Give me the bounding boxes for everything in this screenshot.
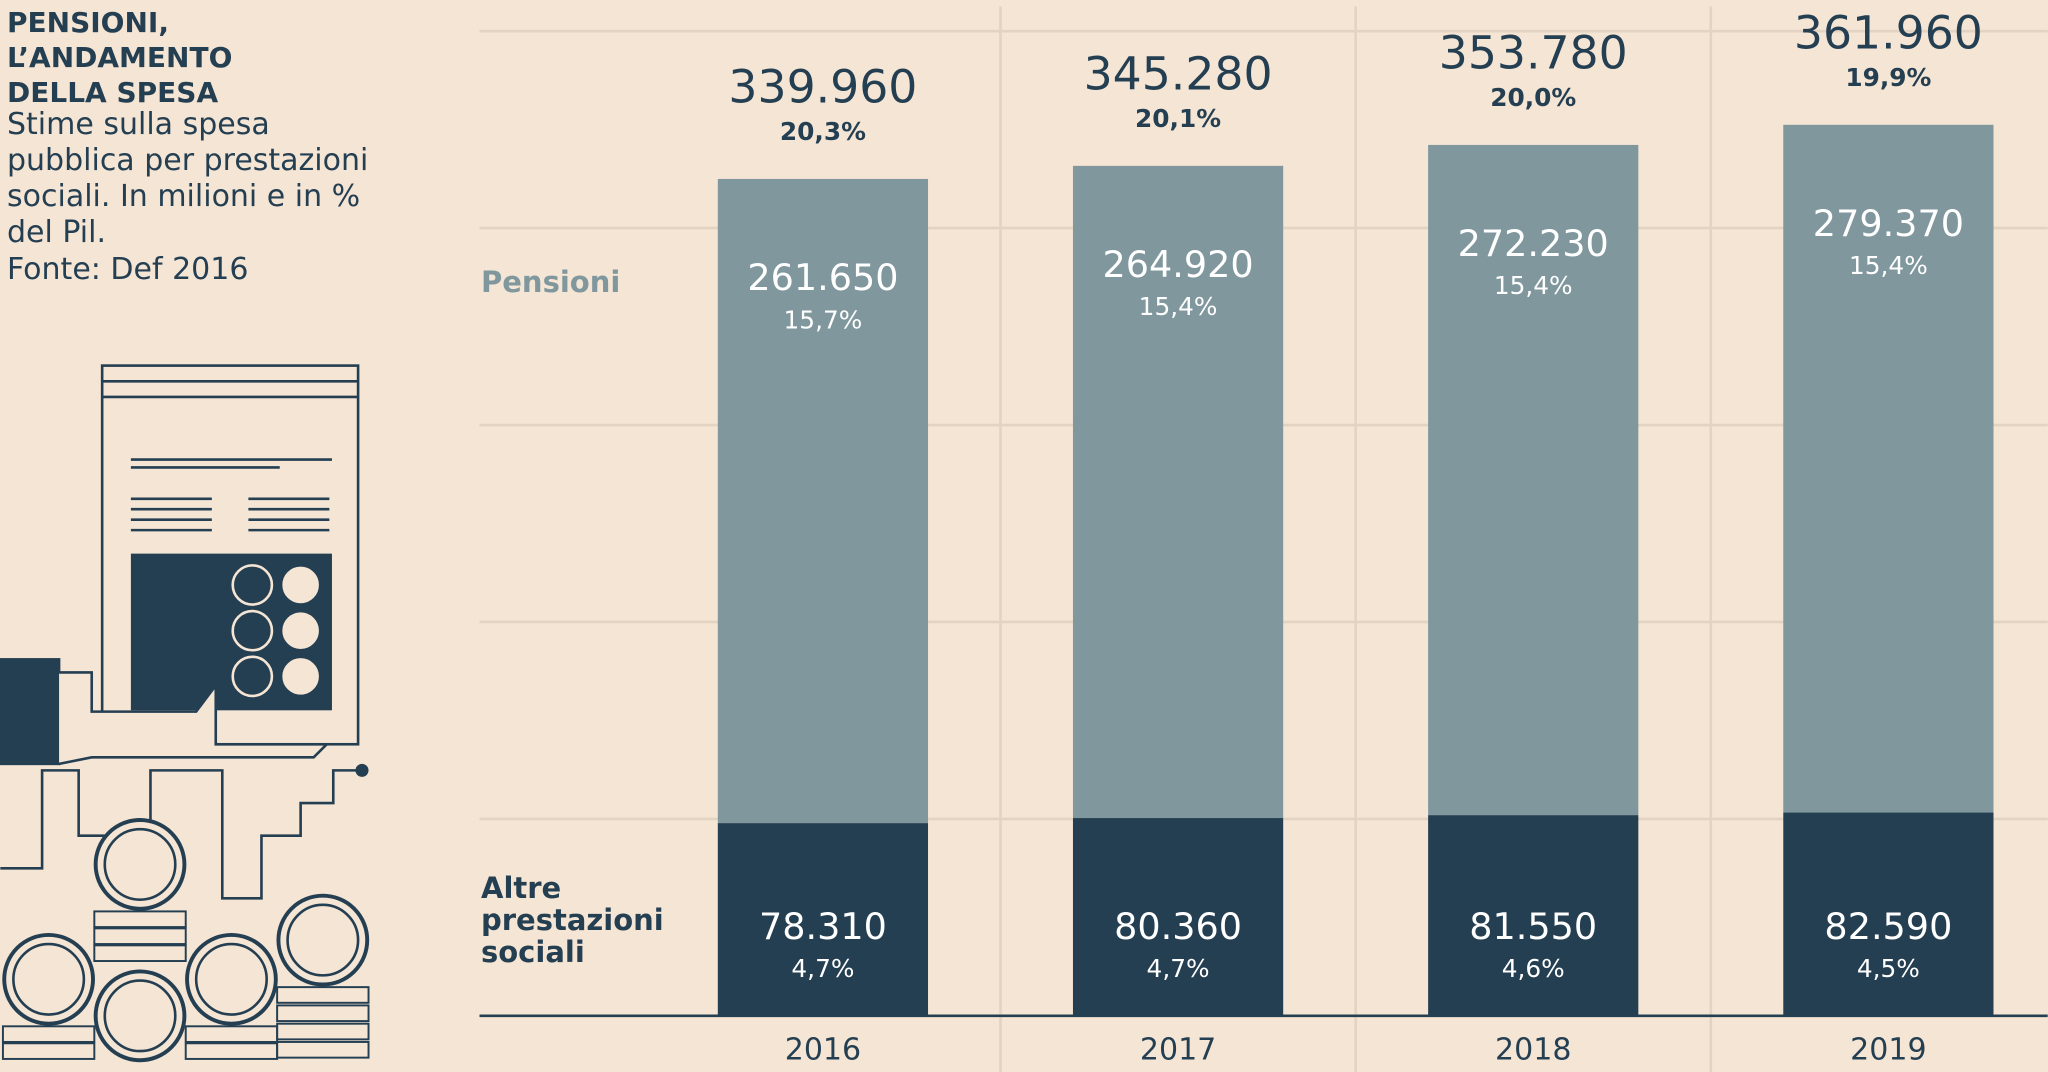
bar-segment <box>1072 818 1284 1016</box>
value-label: 264.920 <box>1103 243 1254 286</box>
chart-subtitle: Stime sulla spesa pubblica per prestazio… <box>7 107 369 250</box>
bar-segment <box>1783 124 1994 813</box>
chart-title: PENSIONI, L’ANDAMENTO DELLA SPESA <box>7 6 233 109</box>
legend-label: Pensioni <box>481 265 621 299</box>
chart-source: Fonte: Def 2016 <box>7 252 249 287</box>
illustration <box>0 364 370 1063</box>
share-label: 4,7% <box>791 954 854 983</box>
value-label: 78.310 <box>759 905 887 948</box>
bar-segment <box>717 178 929 824</box>
value-label: 261.650 <box>747 256 898 299</box>
bar-segment <box>1428 144 1639 816</box>
total-label: 345.280 <box>1084 48 1273 101</box>
column-dividers <box>999 6 1713 1072</box>
bar-segment <box>717 823 929 1016</box>
total-label: 353.780 <box>1439 27 1628 80</box>
value-label: 272.230 <box>1458 222 1609 265</box>
share-label: 15,4% <box>1494 271 1573 300</box>
value-label: 82.590 <box>1824 905 1952 948</box>
total-share-label: 20,1% <box>1135 104 1221 133</box>
value-label: 81.550 <box>1469 905 1597 948</box>
bar-segment <box>1428 815 1639 1016</box>
value-label: 279.370 <box>1813 202 1964 245</box>
share-label: 15,4% <box>1849 251 1928 280</box>
value-label: 80.360 <box>1114 905 1242 948</box>
total-label: 361.960 <box>1794 7 1983 60</box>
total-share-label: 20,0% <box>1490 83 1576 112</box>
x-tick-label: 2016 <box>785 1033 861 1068</box>
legend-label: Altre prestazioni sociali <box>481 871 664 969</box>
x-tick-label: 2018 <box>1495 1033 1571 1068</box>
total-share-label: 19,9% <box>1845 63 1931 92</box>
x-tick-label: 2019 <box>1850 1033 1926 1068</box>
total-share-label: 20,3% <box>780 117 866 146</box>
x-tick-label: 2017 <box>1140 1033 1216 1068</box>
bar-segment <box>1783 812 1994 1016</box>
share-label: 4,5% <box>1857 954 1920 983</box>
share-label: 4,7% <box>1147 954 1210 983</box>
share-label: 15,7% <box>784 305 863 334</box>
share-label: 15,4% <box>1139 292 1218 321</box>
total-label: 339.960 <box>728 61 917 114</box>
bar-segment <box>1072 165 1284 819</box>
share-label: 4,6% <box>1502 954 1565 983</box>
